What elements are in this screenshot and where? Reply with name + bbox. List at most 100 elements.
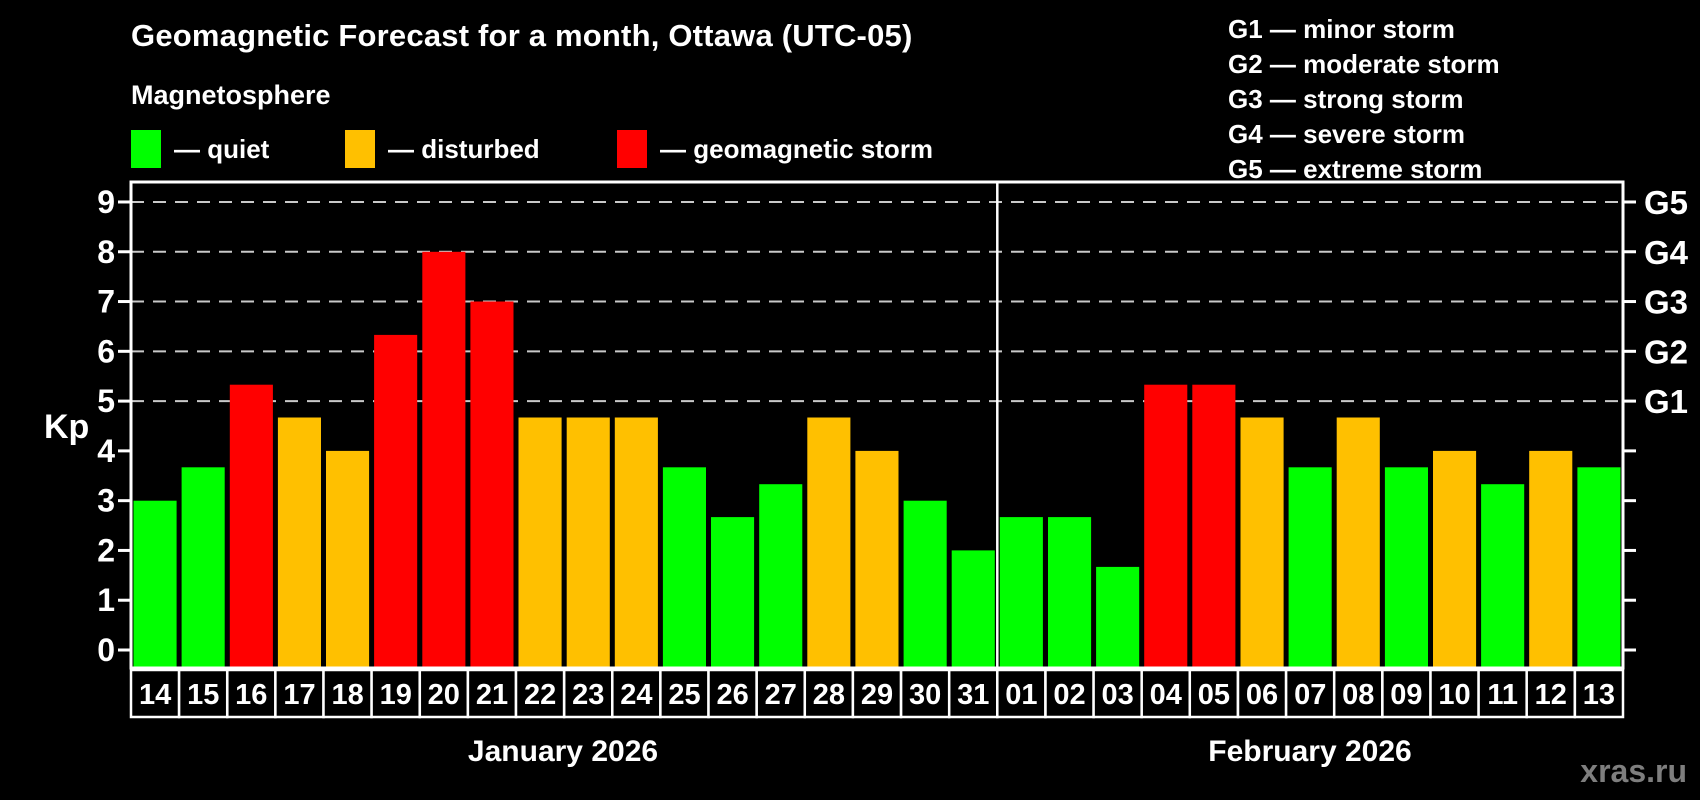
kp-bar-jan-26 [711,517,755,668]
legend-label-storm: — geomagnetic storm [660,133,934,164]
date-label: 26 [716,679,748,711]
date-label: 13 [1583,679,1615,711]
date-cell [1188,668,1240,719]
month-label-february: February 2026 [1208,735,1412,768]
date-label: 27 [765,679,797,711]
date-cell [1573,668,1625,719]
date-label: 18 [331,679,363,711]
date-cell [418,668,470,719]
y-tick-label: 5 [97,383,115,419]
kp-bar-feb-01 [999,517,1043,668]
y-tick-label: 7 [97,284,115,320]
date-cell [899,668,951,719]
g-scale-label-g5: G5 [1644,184,1688,221]
kp-bar-feb-11 [1481,484,1525,668]
date-label: 09 [1390,679,1422,711]
g-scale-item-g1: G1 — minor storm [1228,14,1455,44]
date-label: 25 [668,679,700,711]
date-cell [996,668,1047,719]
date-label: 23 [572,679,604,711]
kp-bar-jan-19 [374,334,418,668]
date-cell [274,668,325,719]
kp-bar-jan-24 [614,417,658,668]
storm-scale-legend: G1 — minor storm G2 — moderate storm G3 … [1228,12,1500,187]
kp-bar-feb-07 [1288,467,1332,668]
kp-bar-feb-13 [1577,467,1621,668]
legend-label-disturbed: — disturbed [388,133,540,164]
storm-color-swatch [617,130,647,168]
date-label: 11 [1487,679,1518,711]
magnetosphere-label: Magnetosphere [131,80,331,110]
date-label: 15 [187,679,219,711]
kp-bar-jan-29 [855,450,899,668]
kp-bar-jan-22 [518,417,562,668]
y-tick-label: 0 [97,632,115,668]
kp-bar-feb-12 [1529,450,1573,668]
y-axis-title: Kp [44,408,90,446]
page-title: Geomagnetic Forecast for a month, Ottawa… [131,18,913,53]
kp-bar-feb-03 [1096,566,1140,668]
kp-bar-feb-06 [1240,417,1284,668]
date-cell [755,668,807,719]
kp-bar-jan-30 [903,500,947,668]
y-tick-label: 4 [97,433,115,469]
y-tick-label: 6 [97,333,115,369]
kp-bar-jan-15 [181,467,225,668]
date-label: 21 [476,679,508,711]
kp-bar-jan-16 [229,384,273,668]
legend-item-disturbed: — disturbed [345,130,540,168]
kp-bar-jan-25 [662,467,706,668]
kp-bar-feb-09 [1384,467,1428,668]
date-cell [1140,668,1192,719]
kp-bar-jan-17 [277,417,321,668]
date-cell [1477,668,1528,719]
disturbed-color-swatch [345,130,375,168]
kp-bar-jan-31 [951,550,995,668]
date-label: 30 [909,679,941,711]
date-label: 20 [428,679,460,711]
legend-label-quiet: — quiet [174,133,270,164]
date-label: 12 [1535,679,1567,711]
date-label: 22 [524,679,556,711]
kp-bar-jan-28 [807,417,851,668]
kp-bar-feb-05 [1192,384,1236,668]
date-label: 28 [813,679,845,711]
date-label: 08 [1342,679,1374,711]
kp-bar-feb-10 [1433,450,1477,668]
kp-bar-jan-21 [470,301,514,668]
kp-bar-jan-14 [133,500,177,668]
date-label: 05 [1198,679,1230,711]
date-cell [1284,668,1336,719]
legend-item-quiet: — quiet [131,130,269,168]
g-scale-label-g3: G3 [1644,284,1688,321]
g-scale-label-g1: G1 [1644,383,1688,420]
kp-bar-feb-08 [1336,417,1380,668]
date-label: 03 [1101,679,1133,711]
g-scale-label-g2: G2 [1644,333,1688,370]
date-label: 19 [380,679,412,711]
legend-item-storm: — geomagnetic storm [617,130,933,168]
date-label: 24 [620,679,652,711]
plot-frame [129,180,1625,670]
date-label: 31 [957,679,989,711]
date-cell [1092,668,1143,719]
date-label: 06 [1246,679,1278,711]
date-cell [1332,668,1384,719]
date-cell [947,668,999,719]
date-cell [177,668,229,719]
g-scale-item-g4: G4 — severe storm [1228,119,1466,149]
date-cell [514,668,566,719]
date-label: 02 [1053,679,1085,711]
date-label: 07 [1294,679,1326,711]
date-cell [1525,668,1577,719]
date-cell [803,668,855,719]
y-tick-label: 9 [97,184,115,220]
g-scale-item-g5: G5 — extreme storm [1228,154,1483,184]
kp-bar-jan-20 [422,251,466,669]
date-cell [1429,668,1480,719]
quiet-color-swatch [131,130,161,168]
month-label-january: January 2026 [467,735,659,768]
watermark: xras.ru [1580,753,1687,789]
